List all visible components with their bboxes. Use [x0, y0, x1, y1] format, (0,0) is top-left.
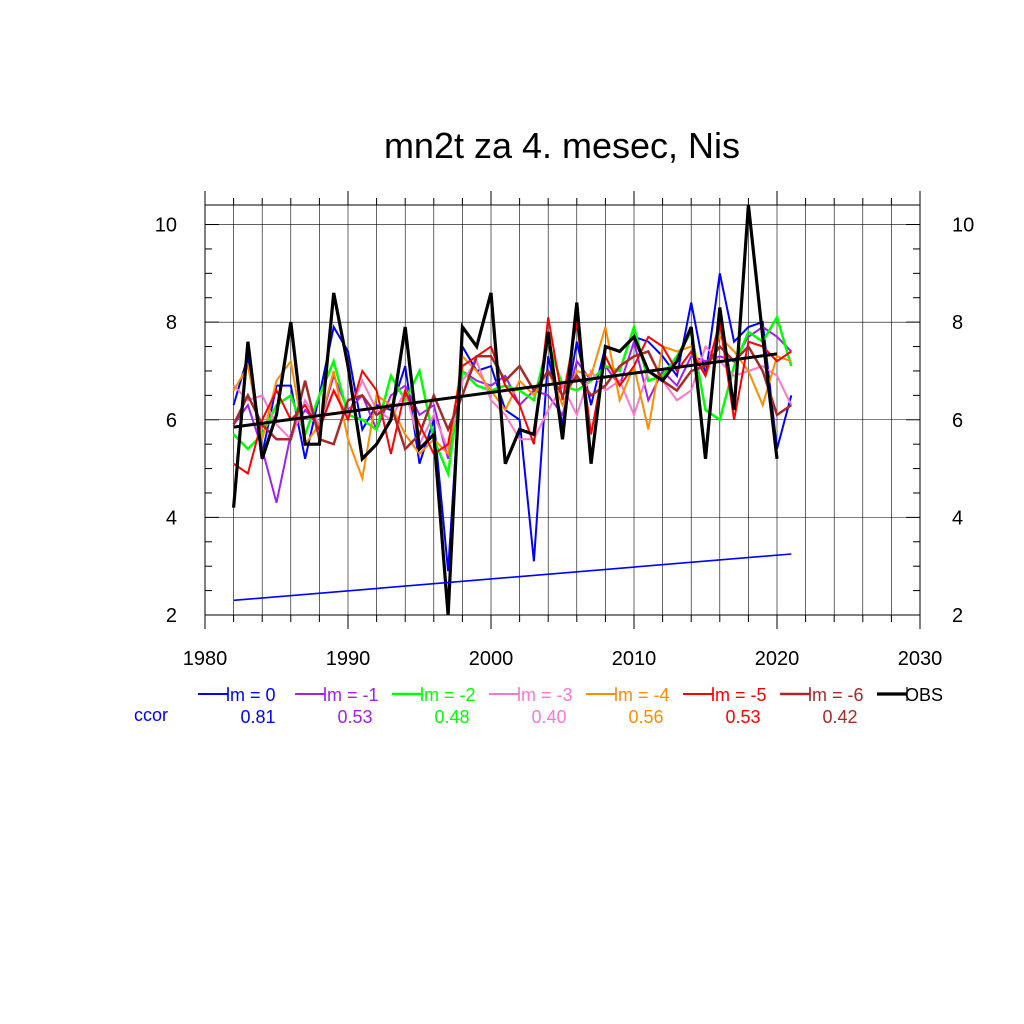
y-tick-label-left: 8 [166, 312, 177, 334]
legend-label: lm = 0 [226, 685, 276, 705]
legend-label: lm = -1 [323, 685, 379, 705]
plot-frame [204, 204, 921, 616]
y-tick-label-left: 6 [166, 410, 177, 432]
y-tick-label-left: 2 [166, 605, 177, 627]
y-tick-label-left: 4 [166, 507, 177, 529]
y-tick-label-left: 10 [155, 215, 177, 237]
axes: 1980 1990 2000 2010 2020 2030 2 2 4 4 6 6 8 8 10 10 [155, 191, 974, 670]
legend-label: OBS [905, 685, 943, 705]
legend-ccor-value: 0.81 [240, 707, 275, 727]
legend-ccor-value: 0.40 [531, 707, 566, 727]
legend-ccor-value: 0.56 [628, 707, 663, 727]
legend-label: lm = -2 [420, 685, 476, 705]
x-tick-label: 2030 [898, 648, 943, 670]
trend-line [233, 553, 792, 602]
x-tick-label: 2010 [612, 648, 657, 670]
x-tick-label: 1990 [326, 648, 371, 670]
series [232, 204, 793, 616]
x-tick-label: 2000 [469, 648, 514, 670]
legend-label: lm = -5 [711, 685, 767, 705]
y-tick-label-right: 2 [952, 605, 963, 627]
legend-label: lm = -6 [808, 685, 864, 705]
trend-lines [233, 352, 792, 602]
y-tick-label-right: 8 [952, 312, 963, 334]
y-tick-label-right: 4 [952, 507, 963, 529]
legend-label: lm = -4 [614, 685, 670, 705]
y-tick-label-right: 6 [952, 410, 963, 432]
x-tick-label: 1980 [183, 648, 228, 670]
legend-ccor-value: 0.42 [822, 707, 857, 727]
legend-ccor-value: 0.53 [725, 707, 760, 727]
trend-line [233, 352, 778, 429]
series-line-lm-6 [232, 344, 793, 452]
series-line-obs [232, 204, 779, 616]
x-tick-label: 2020 [755, 648, 800, 670]
grid [205, 205, 920, 615]
legend-ccor-value: 0.53 [337, 707, 372, 727]
legend-ccor-label: ccor [134, 705, 168, 725]
chart-title: mn2t za 4. mesec, Nis [384, 125, 740, 166]
legend-ccor-value: 0.48 [434, 707, 469, 727]
y-tick-label-right: 10 [952, 215, 974, 237]
legend-label: lm = -3 [517, 685, 573, 705]
